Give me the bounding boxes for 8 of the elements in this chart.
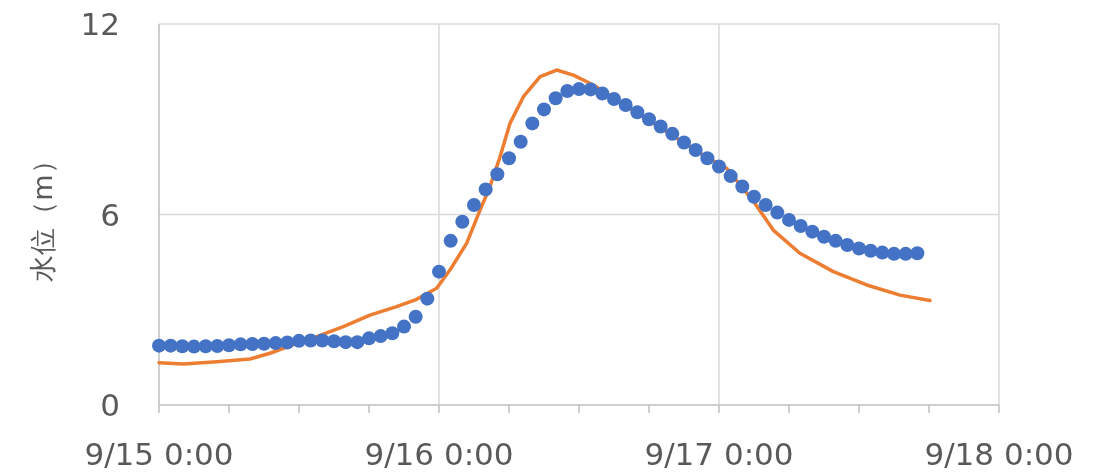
x-tick-label: 9/15 0:00 <box>84 436 234 472</box>
x-tick-label: 9/17 0:00 <box>644 436 794 472</box>
y-tick-label: 6 <box>100 196 120 233</box>
y-axis-title: 水位（m） <box>27 147 58 282</box>
x-tick-label: 9/18 0:00 <box>924 436 1074 472</box>
y-tick-label: 12 <box>80 6 120 42</box>
x-tick-label: 9/16 0:00 <box>364 436 514 472</box>
y-tick-label: 0 <box>100 387 120 423</box>
